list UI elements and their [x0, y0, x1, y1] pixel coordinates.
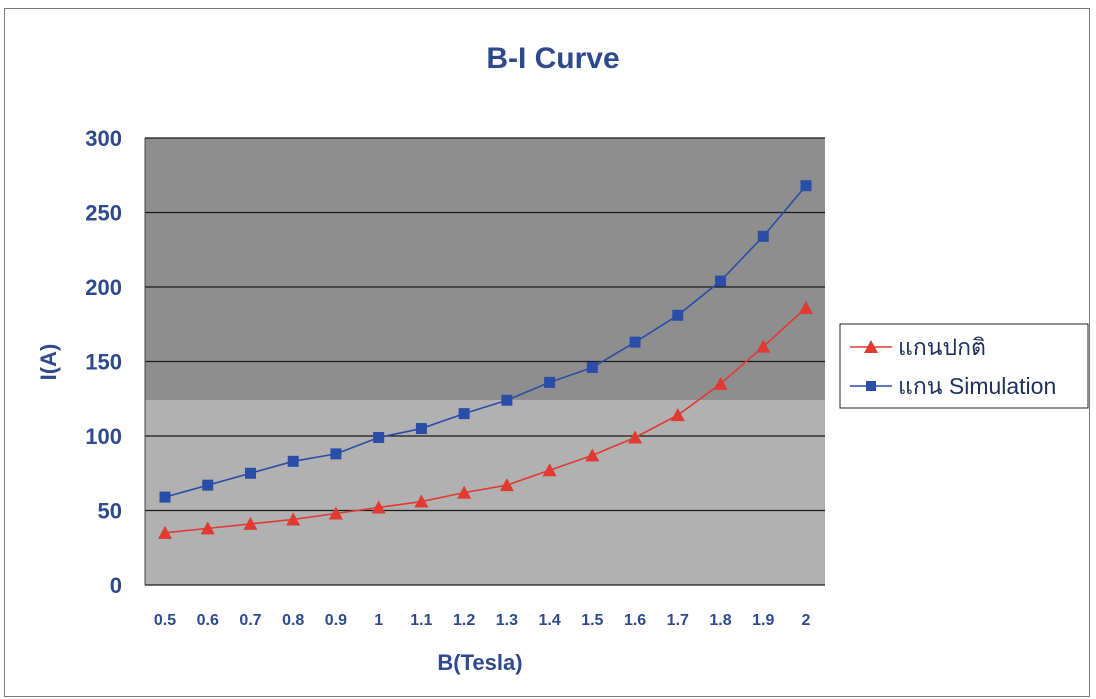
- y-tick-label: 150: [85, 350, 122, 375]
- y-axis-ticks: 0 50 100 150 200 250 300: [85, 126, 122, 598]
- chart-title: B-I Curve: [486, 42, 619, 75]
- x-tick-label: 1.1: [410, 612, 432, 629]
- legend-triangle-icon: [864, 340, 878, 353]
- x-tick-label: 1.8: [709, 612, 731, 629]
- triangle-marker: [371, 500, 386, 514]
- square-marker: [544, 376, 556, 388]
- square-marker: [800, 180, 812, 192]
- plot-area-upper: [145, 138, 825, 400]
- triangle-marker: [243, 516, 258, 530]
- x-tick-label: 1.3: [496, 612, 518, 629]
- gridlines: [144, 137, 825, 586]
- square-marker: [757, 230, 769, 242]
- square-marker: [159, 491, 171, 503]
- x-tick-label: 1.6: [624, 612, 646, 629]
- square-marker: [330, 448, 342, 460]
- triangle-marker: [756, 339, 771, 353]
- triangle-marker: [499, 478, 514, 492]
- x-tick-label: 0.7: [239, 612, 261, 629]
- square-marker: [415, 423, 427, 435]
- triangle-marker: [414, 494, 429, 508]
- square-marker: [458, 408, 470, 420]
- triangle-marker: [286, 512, 301, 526]
- x-tick-label: 1.9: [752, 612, 774, 629]
- square-marker: [715, 275, 727, 287]
- square-marker: [373, 431, 385, 443]
- x-tick-label: 0.5: [154, 612, 176, 629]
- triangle-marker: [457, 485, 472, 499]
- triangle-marker: [799, 300, 813, 314]
- series-line: [164, 307, 807, 534]
- legend-square-icon: [866, 381, 876, 391]
- triangle-marker: [670, 408, 685, 422]
- y-tick-label: 0: [110, 573, 122, 598]
- square-marker: [287, 455, 299, 467]
- triangle-marker: [542, 463, 557, 477]
- square-marker: [672, 309, 684, 321]
- x-axis-label: B(Tesla): [437, 650, 522, 675]
- square-marker: [244, 467, 256, 479]
- x-tick-label: 1.7: [667, 612, 689, 629]
- legend: แกนปกติ แกน Simulation: [839, 323, 1089, 409]
- series-line: [164, 185, 807, 498]
- x-tick-label: 0.6: [197, 612, 219, 629]
- triangle-marker: [328, 506, 343, 520]
- x-tick-label: 1: [374, 612, 383, 629]
- x-tick-label: 1.2: [453, 612, 475, 629]
- triangle-marker: [200, 521, 215, 535]
- square-marker: [202, 479, 214, 491]
- legend-box: [839, 323, 1089, 409]
- triangle-marker: [158, 525, 172, 539]
- series-lines: [158, 180, 813, 539]
- triangle-marker: [628, 430, 643, 444]
- series-0: [158, 300, 813, 539]
- y-tick-label: 300: [85, 126, 122, 151]
- series-1: [159, 180, 812, 503]
- x-tick-label: 0.9: [325, 612, 347, 629]
- y-tick-label: 200: [85, 275, 122, 300]
- y-tick-label: 250: [85, 201, 122, 226]
- x-tick-label: 1.5: [581, 612, 603, 629]
- y-axis-label: I(A): [36, 344, 61, 381]
- triangle-marker: [713, 376, 728, 390]
- legend-label-normal-core: แกนปกติ: [898, 334, 986, 360]
- x-tick-label: 0.8: [282, 612, 304, 629]
- square-marker: [586, 361, 598, 373]
- x-tick-label: 1.4: [538, 612, 560, 629]
- square-marker: [501, 394, 513, 406]
- triangle-marker: [585, 448, 600, 462]
- x-axis-ticks: 0.5 0.6 0.7 0.8 0.9 1 1.1 1.2 1.3 1.4 1.5 1.6 1.7 1.8…: [154, 612, 811, 629]
- plot-area-lower: [145, 400, 825, 585]
- legend-label-simulation-core: แกน Simulation: [898, 373, 1056, 399]
- y-tick-label: 100: [85, 424, 122, 449]
- square-marker: [629, 336, 641, 348]
- y-tick-label: 50: [98, 499, 122, 524]
- x-tick-label: 2: [802, 612, 811, 629]
